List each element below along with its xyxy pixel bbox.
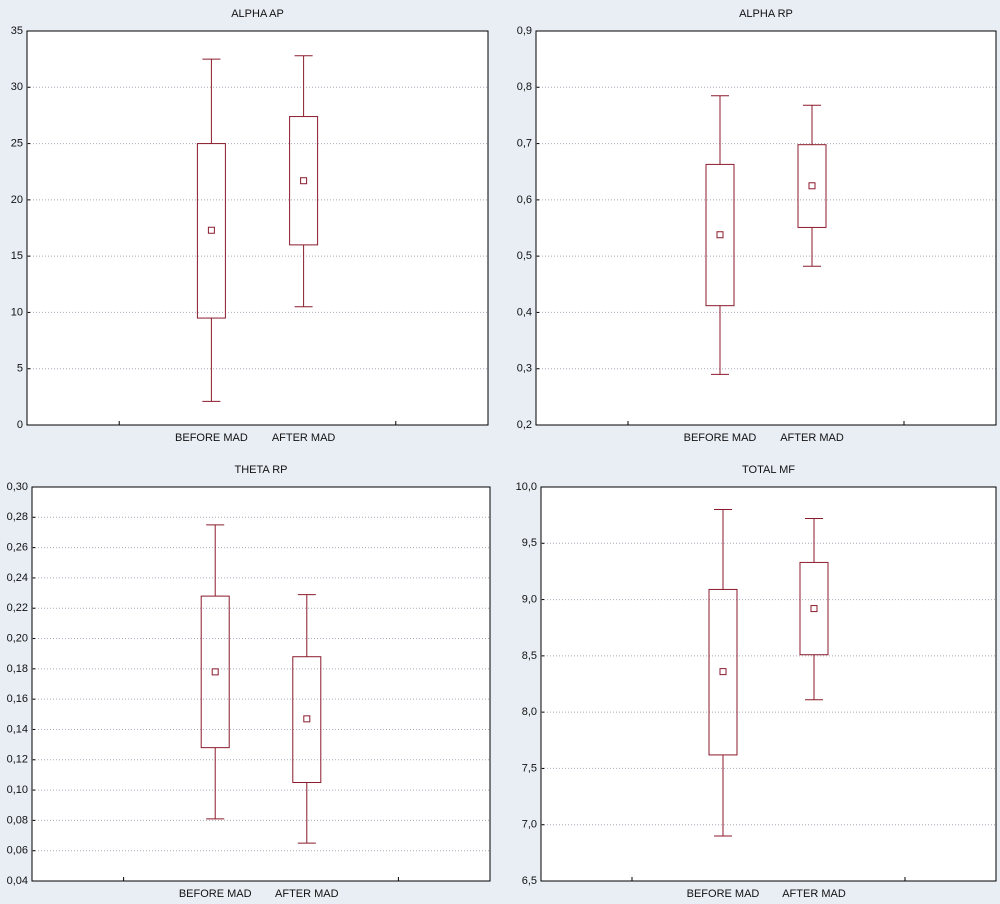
y-tick-label: 8,5 [522, 650, 537, 662]
y-tick-label: 7,0 [522, 819, 537, 831]
box [292, 656, 322, 784]
plot-area [536, 31, 996, 425]
y-tick-label: 0,08 [7, 814, 28, 826]
y-tick-label: 0,12 [7, 754, 28, 766]
box [196, 143, 226, 319]
y-tick-label: 25 [11, 137, 23, 149]
box [289, 116, 319, 246]
y-tick-label: 5 [17, 363, 23, 375]
y-tick-label: 0,18 [7, 663, 28, 675]
y-tick-label: 0,20 [7, 632, 28, 644]
x-tick-label: BEFORE MAD [687, 888, 760, 900]
y-tick-label: 0,6 [517, 194, 532, 206]
y-tick-label: 10,0 [516, 481, 537, 493]
y-tick-label: 0,7 [517, 137, 532, 149]
y-tick-label: 20 [11, 194, 23, 206]
y-tick-label: 0,26 [7, 542, 28, 554]
plot-area [32, 487, 490, 881]
box [705, 163, 735, 307]
y-tick-label: 10 [11, 306, 23, 318]
plot-area [27, 31, 488, 425]
y-tick-label: 0,04 [7, 875, 28, 887]
plot-frame [31, 486, 491, 882]
center-marker [719, 668, 727, 676]
x-tick-label: BEFORE MAD [684, 432, 757, 444]
x-tick-label: AFTER MAD [782, 888, 846, 900]
box [797, 144, 827, 228]
y-tick-label: 6,5 [522, 875, 537, 887]
y-tick-label: 0,30 [7, 481, 28, 493]
y-tick-label: 0,8 [517, 81, 532, 93]
box [708, 588, 738, 756]
y-tick-label: 9,5 [522, 537, 537, 549]
chart-title: TOTAL MF [742, 464, 795, 476]
y-tick-label: 0,14 [7, 723, 28, 735]
center-marker [808, 182, 816, 190]
y-tick-label: 0,22 [7, 602, 28, 614]
y-tick-label: 7,5 [522, 762, 537, 774]
center-marker [211, 668, 219, 676]
chart-title: ALPHA RP [739, 8, 793, 20]
box [799, 561, 829, 656]
y-tick-label: 0,3 [517, 363, 532, 375]
y-tick-label: 0,5 [517, 250, 532, 262]
y-tick-label: 35 [11, 25, 23, 37]
x-tick-label: AFTER MAD [272, 432, 336, 444]
y-tick-label: 0,9 [517, 25, 532, 37]
y-tick-label: 0,2 [517, 419, 532, 431]
box [200, 595, 230, 749]
chart-title: ALPHA AP [231, 8, 284, 20]
x-tick-label: AFTER MAD [780, 432, 844, 444]
plot-frame [540, 486, 997, 882]
center-marker [303, 715, 311, 723]
x-tick-label: BEFORE MAD [179, 888, 252, 900]
center-marker [810, 605, 818, 613]
plot-frame [26, 30, 489, 426]
y-tick-label: 30 [11, 81, 23, 93]
chart-title: THETA RP [235, 464, 288, 476]
center-marker [300, 177, 308, 185]
x-tick-label: BEFORE MAD [175, 432, 248, 444]
y-tick-label: 8,0 [522, 706, 537, 718]
y-tick-label: 0,24 [7, 572, 28, 584]
y-tick-label: 15 [11, 250, 23, 262]
y-tick-label: 0 [17, 419, 23, 431]
center-marker [207, 226, 215, 234]
y-tick-label: 9,0 [522, 593, 537, 605]
y-tick-label: 0,10 [7, 784, 28, 796]
center-marker [716, 231, 724, 239]
y-tick-label: 0,06 [7, 845, 28, 857]
plot-area [541, 487, 996, 881]
x-tick-label: AFTER MAD [275, 888, 339, 900]
y-tick-label: 0,16 [7, 693, 28, 705]
y-tick-label: 0,4 [517, 306, 532, 318]
y-tick-label: 0,28 [7, 511, 28, 523]
plot-frame [535, 30, 997, 426]
